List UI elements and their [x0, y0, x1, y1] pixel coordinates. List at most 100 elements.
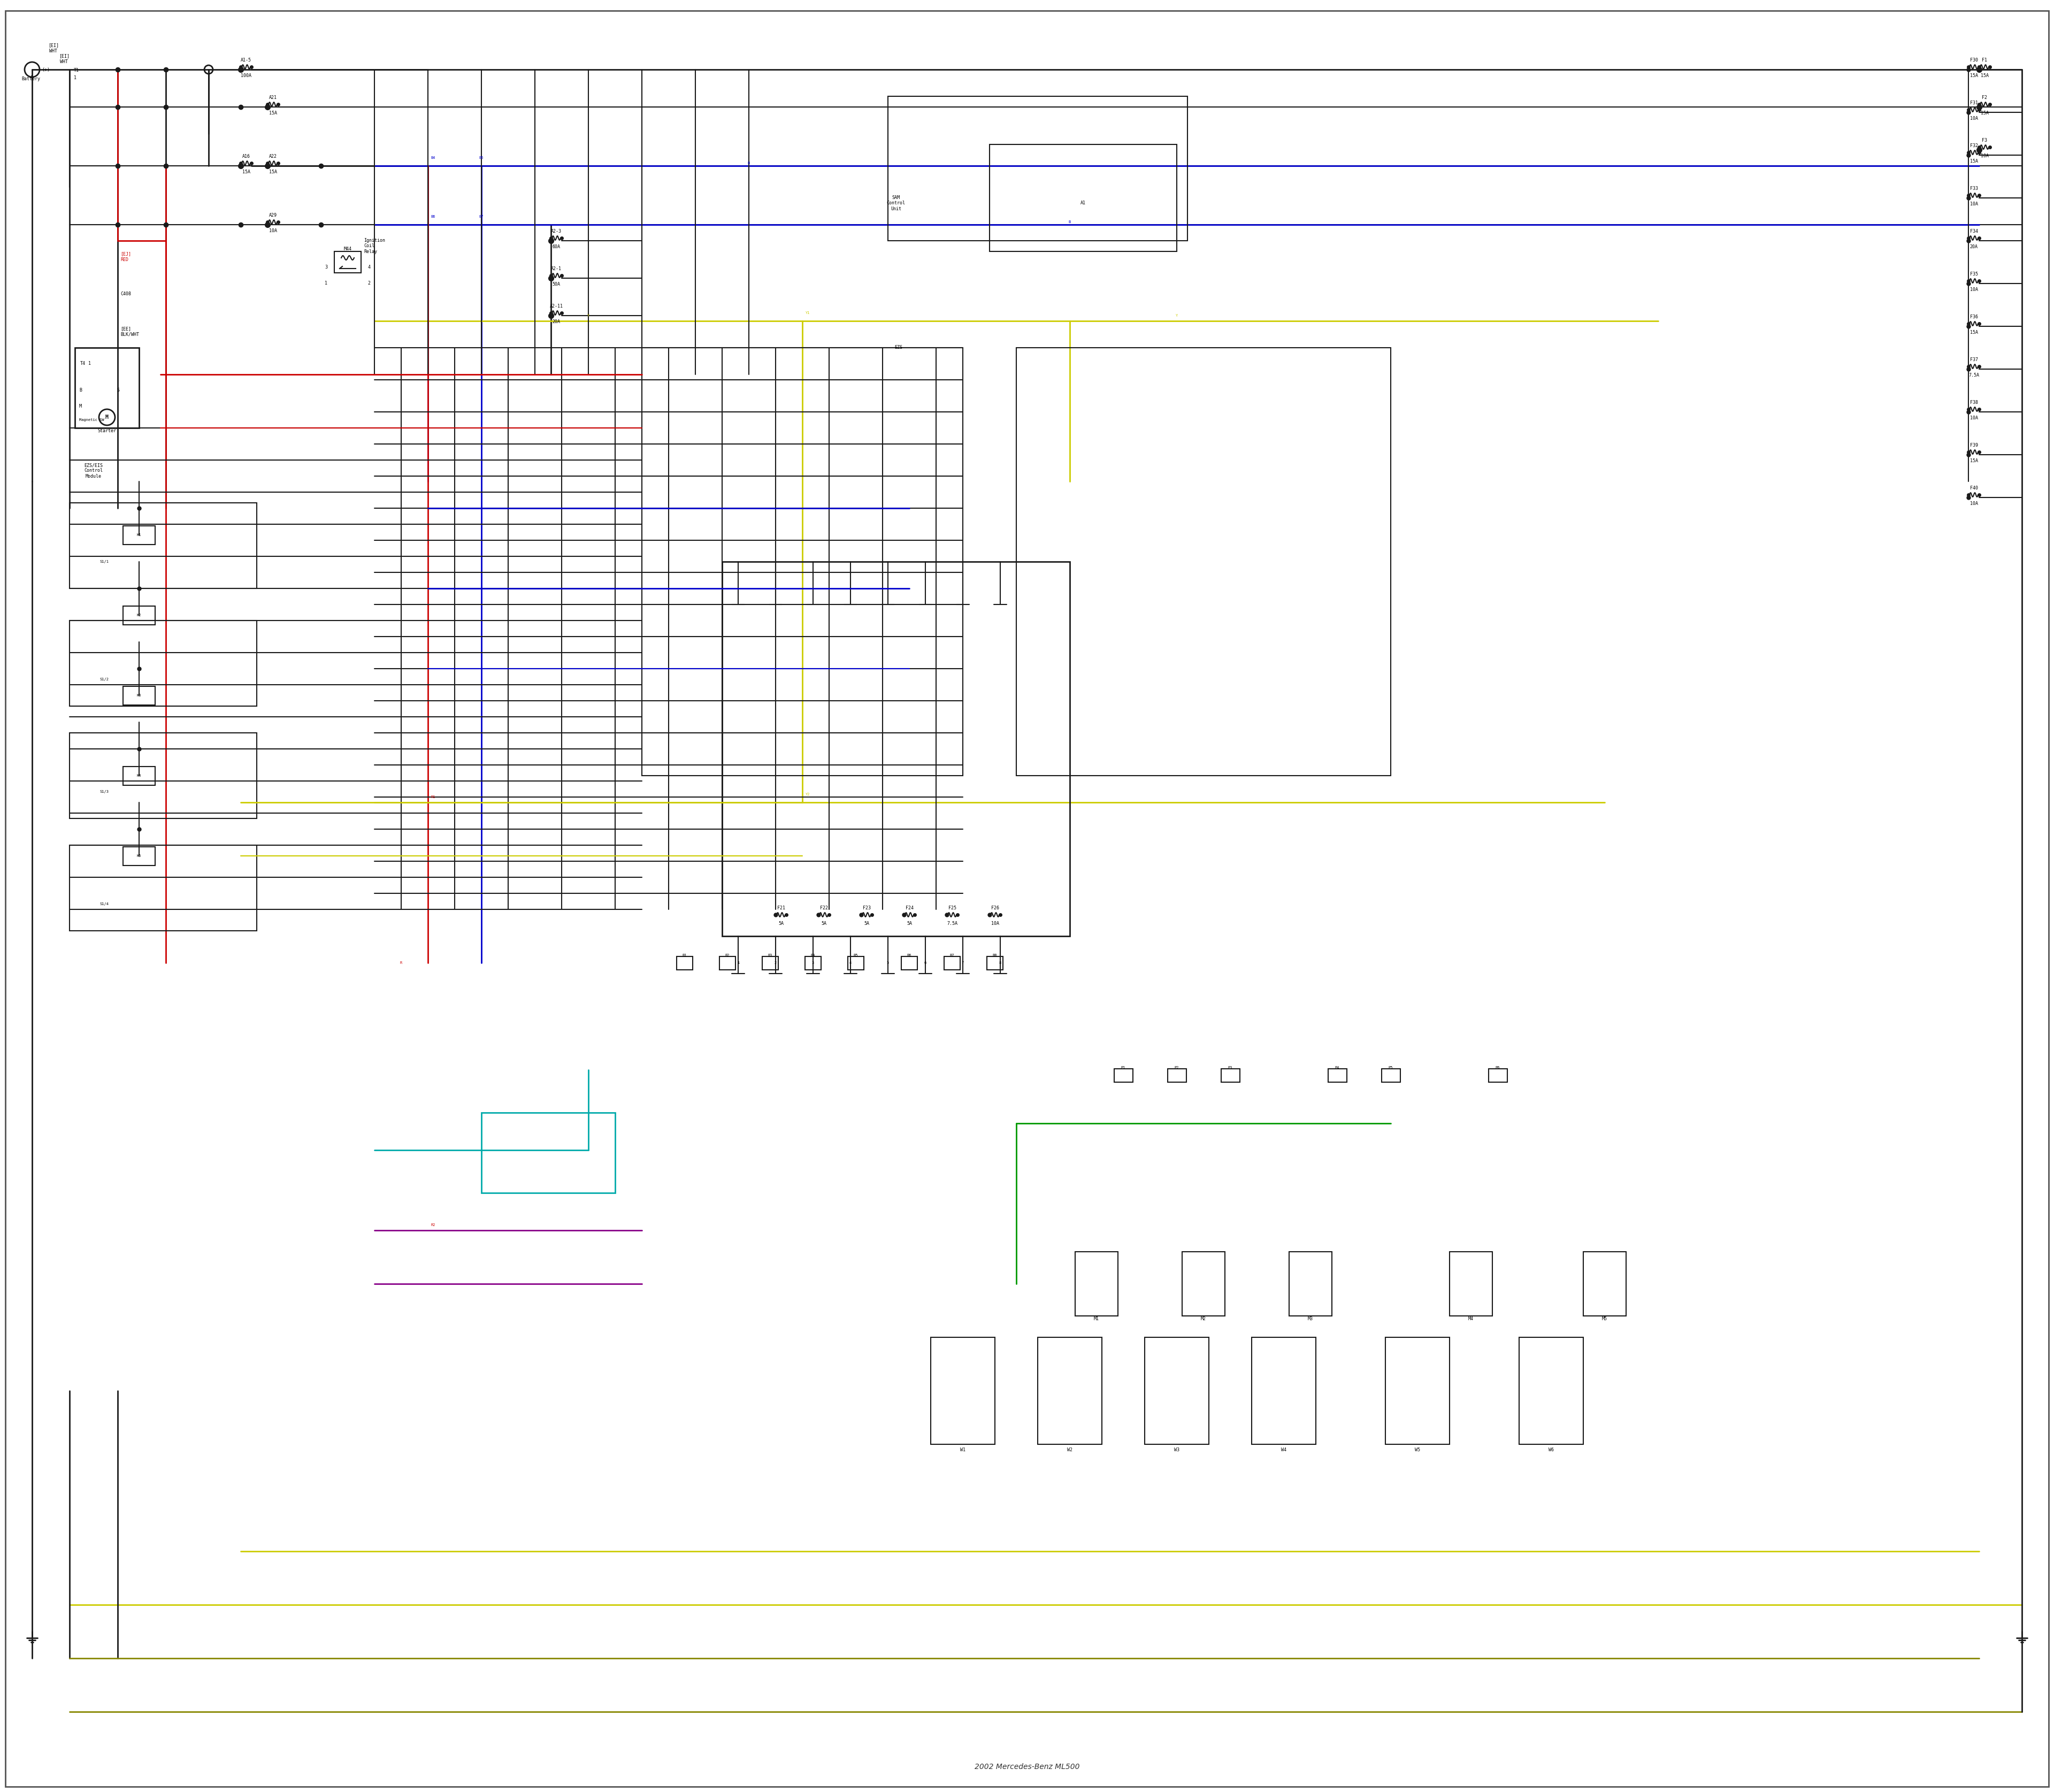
Bar — [123, 686, 156, 704]
Text: Y: Y — [1175, 314, 1177, 317]
Text: S1/1: S1/1 — [101, 561, 109, 563]
Text: A29: A29 — [269, 213, 277, 217]
Text: A21: A21 — [269, 95, 277, 100]
Text: 15A: 15A — [1970, 459, 1978, 464]
Text: P6: P6 — [1495, 1066, 1499, 1070]
Bar — [1074, 1253, 1117, 1315]
Text: B4: B4 — [811, 953, 815, 957]
Text: S1/3: S1/3 — [101, 790, 109, 794]
Text: 1: 1 — [88, 362, 90, 366]
Text: R: R — [401, 961, 403, 964]
Text: Magnetic SW: Magnetic SW — [80, 418, 105, 421]
Bar — [848, 957, 865, 969]
Text: B4: B4 — [431, 156, 435, 159]
Text: 10A: 10A — [1970, 502, 1978, 505]
Text: 3: 3 — [325, 265, 329, 271]
Text: A16: A16 — [242, 154, 251, 159]
Text: M1: M1 — [1095, 1317, 1099, 1321]
Text: W4: W4 — [1282, 1448, 1286, 1452]
Text: 2002 Mercedes-Benz ML500: 2002 Mercedes-Benz ML500 — [974, 1763, 1080, 1770]
Text: 15A: 15A — [1970, 73, 1978, 79]
Text: W5: W5 — [1415, 1448, 1419, 1452]
Bar — [1327, 1068, 1347, 1082]
Bar — [1450, 1253, 1493, 1315]
Text: K5: K5 — [138, 855, 142, 858]
Text: 10A: 10A — [990, 921, 998, 926]
Bar — [1017, 348, 1391, 776]
Text: F38: F38 — [1970, 400, 1978, 405]
Bar — [1167, 1068, 1185, 1082]
Text: 2: 2 — [368, 281, 370, 287]
Bar — [1183, 1253, 1224, 1315]
Bar — [74, 348, 140, 428]
Text: K4: K4 — [138, 774, 142, 778]
Text: 5A: 5A — [822, 921, 826, 926]
Text: 50A: 50A — [553, 281, 561, 287]
Text: 20A: 20A — [553, 319, 561, 324]
Text: F22: F22 — [820, 905, 828, 910]
Text: 2: 2 — [774, 961, 776, 964]
Text: B8: B8 — [992, 953, 996, 957]
Bar — [123, 846, 156, 866]
Bar — [887, 97, 1187, 240]
Text: M: M — [80, 405, 82, 409]
Text: F40: F40 — [1970, 486, 1978, 491]
Bar — [1251, 1337, 1317, 1444]
Text: B6: B6 — [908, 953, 912, 957]
Text: S1/4: S1/4 — [101, 903, 109, 905]
Text: EZS: EZS — [896, 346, 902, 349]
Text: A2-1: A2-1 — [550, 267, 561, 271]
Text: R1: R1 — [431, 796, 435, 799]
Text: M: M — [105, 414, 109, 419]
Text: K3: K3 — [138, 694, 142, 697]
Text: F21: F21 — [776, 905, 785, 910]
Text: SAM
Control
Unit: SAM Control Unit — [887, 195, 906, 211]
Bar — [719, 957, 735, 969]
Text: B6: B6 — [431, 215, 435, 219]
Text: F1: F1 — [1982, 57, 1986, 63]
Bar — [70, 733, 257, 819]
Text: B: B — [748, 161, 750, 165]
Text: A2-11: A2-11 — [550, 305, 563, 308]
Bar — [481, 1113, 614, 1193]
Text: 5: 5 — [887, 961, 889, 964]
Text: T1: T1 — [74, 68, 80, 73]
Bar — [1037, 1337, 1101, 1444]
Text: [EI]
WHT: [EI] WHT — [47, 43, 60, 54]
Text: 100A: 100A — [240, 73, 251, 79]
Bar — [986, 957, 1002, 969]
Text: 15A: 15A — [1980, 73, 1988, 79]
Text: B3: B3 — [768, 953, 772, 957]
Bar — [1489, 1068, 1508, 1082]
Bar — [70, 504, 257, 588]
Text: 7.5A: 7.5A — [1968, 373, 1980, 378]
Text: B2: B2 — [725, 953, 729, 957]
Text: 3: 3 — [811, 961, 813, 964]
Bar — [762, 957, 778, 969]
Text: M44: M44 — [343, 247, 351, 251]
Text: 1: 1 — [31, 75, 33, 81]
Text: C408: C408 — [121, 292, 131, 297]
Text: F26: F26 — [990, 905, 998, 910]
Text: B1: B1 — [682, 953, 686, 957]
Bar — [930, 1337, 994, 1444]
Bar — [1220, 1068, 1241, 1082]
Text: R2: R2 — [431, 1224, 435, 1226]
Text: F2: F2 — [1982, 95, 1986, 100]
Text: W6: W6 — [1549, 1448, 1555, 1452]
Text: Y1: Y1 — [805, 312, 809, 315]
Text: F39: F39 — [1970, 443, 1978, 448]
Text: 1: 1 — [737, 961, 739, 964]
Text: B7: B7 — [949, 953, 955, 957]
Text: F23: F23 — [863, 905, 871, 910]
Text: 15A: 15A — [242, 170, 251, 174]
Text: 5A: 5A — [778, 921, 785, 926]
Text: P3: P3 — [1228, 1066, 1232, 1070]
Text: W3: W3 — [1175, 1448, 1179, 1452]
Text: B5: B5 — [479, 156, 483, 159]
Text: 7.5A: 7.5A — [947, 921, 957, 926]
Text: 5A: 5A — [906, 921, 912, 926]
Text: F33: F33 — [1970, 186, 1978, 192]
Bar — [123, 525, 156, 545]
Text: 6: 6 — [924, 961, 926, 964]
